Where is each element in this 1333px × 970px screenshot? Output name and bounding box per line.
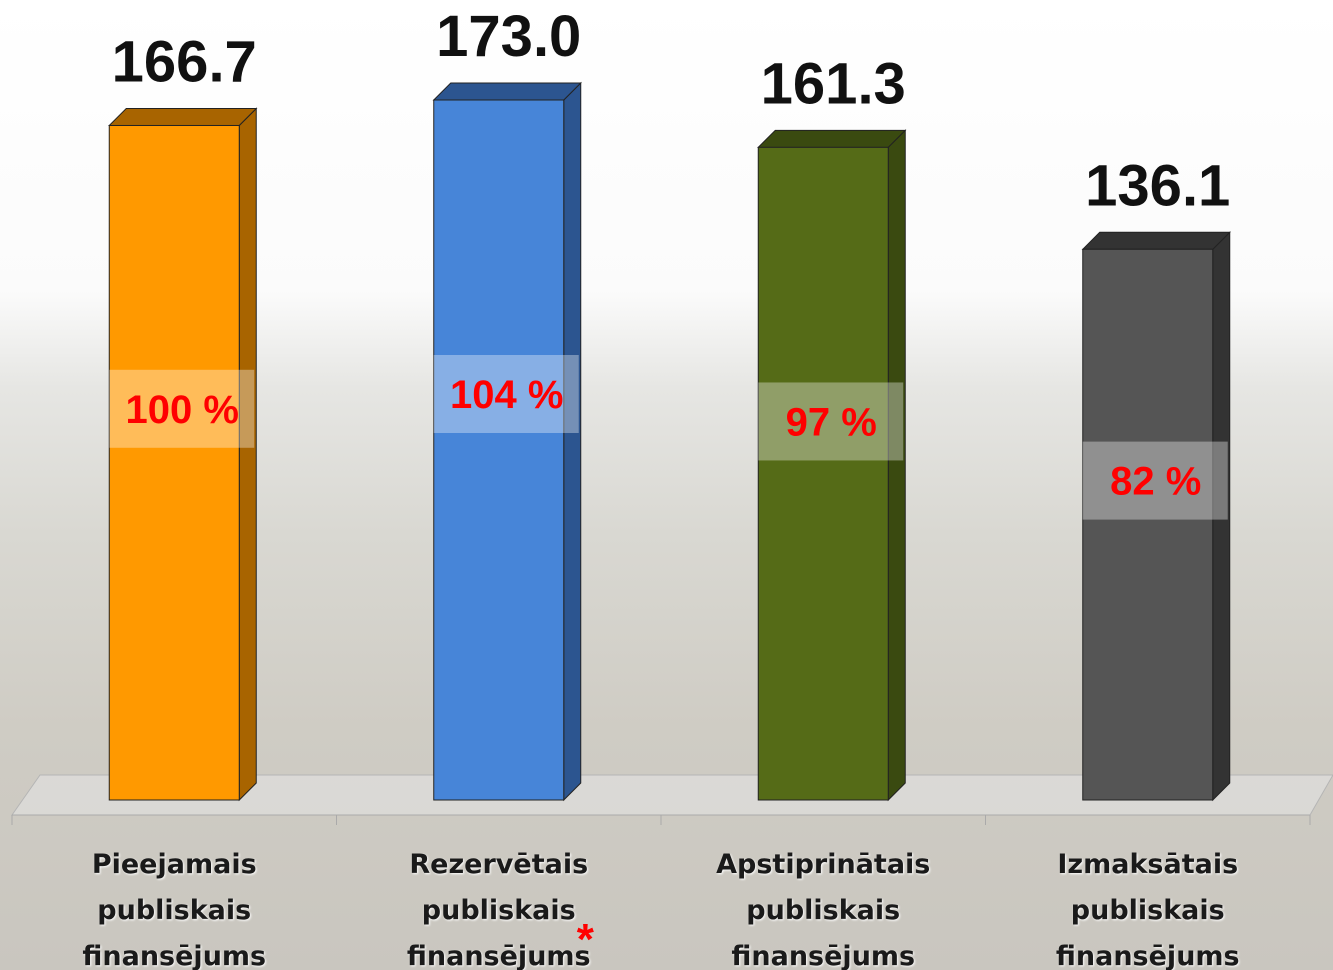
share-box — [758, 382, 904, 461]
value-label: 136.1 — [1085, 153, 1230, 218]
bar-side — [887, 129, 906, 802]
share-label: 104 % — [450, 373, 563, 417]
bar-top — [108, 107, 258, 126]
bar-side — [238, 107, 257, 802]
share-box — [1082, 441, 1228, 520]
category-label: Rezervētais publiskais finansējums — [406, 849, 591, 970]
share-label: 100 % — [126, 388, 239, 432]
footnote-mark: * — [576, 915, 594, 964]
share-label: 97 % — [786, 400, 877, 444]
share-box — [433, 355, 579, 433]
bar — [757, 146, 889, 801]
bar — [1082, 248, 1214, 801]
bar — [108, 124, 240, 801]
share-box — [109, 369, 255, 448]
bar-top — [757, 129, 907, 148]
share-label: 82 % — [1110, 460, 1201, 504]
bar-top — [1081, 231, 1231, 250]
bar-side — [563, 81, 582, 802]
category-label: Pieejamais publiskais finansējums — [82, 849, 267, 970]
category-label: Apstiprinātais publiskais finansējums — [716, 849, 931, 970]
value-label: 161.3 — [761, 51, 906, 116]
bar-top — [432, 82, 582, 101]
value-label: 166.7 — [112, 29, 257, 94]
category-label: Izmaksātais publiskais finansējums — [1055, 849, 1240, 970]
bar — [433, 99, 565, 801]
value-label: 173.0 — [436, 4, 581, 69]
